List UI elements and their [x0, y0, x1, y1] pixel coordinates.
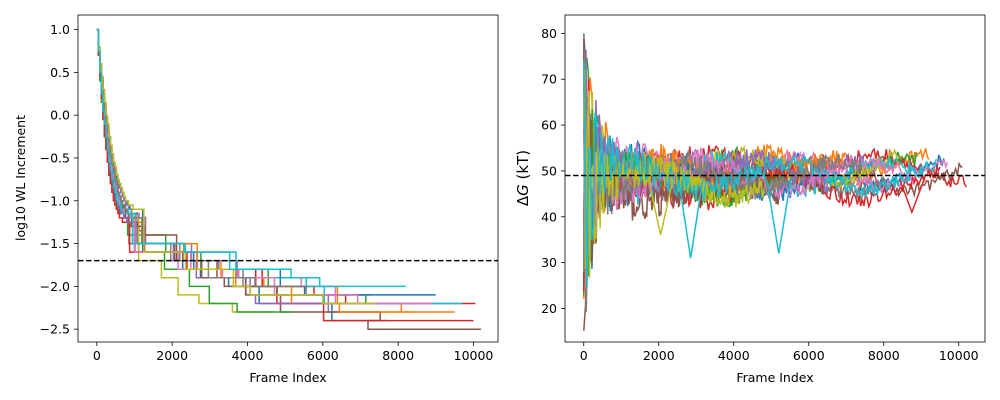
x-tick-label: 6000 [793, 348, 825, 363]
left-y-axis-label: log10 WL Increment [13, 115, 28, 241]
series-line [583, 61, 938, 287]
x-tick-label: 4000 [232, 348, 264, 363]
series-line [96, 28, 406, 288]
y-tick-label: 70 [541, 72, 557, 87]
right-chart-panel: 0 2000 4000 6000 8000 10000 80 70 60 50 40 30 20 Fr… [514, 14, 986, 385]
series-dip [677, 179, 704, 259]
axes-frame [564, 14, 986, 343]
axes-frame [77, 14, 499, 343]
y-tick-label: −0.5 [40, 150, 70, 165]
y-tick-label: 20 [541, 301, 557, 316]
x-tick-label: 6000 [307, 348, 339, 363]
series-dip [647, 179, 674, 236]
x-tick-label: 2000 [156, 348, 188, 363]
x-tick-label: 4000 [718, 348, 750, 363]
y-tick-label: −1.0 [40, 193, 70, 208]
y-tick-label: 50 [541, 163, 557, 178]
series-line [96, 28, 376, 305]
left-y-ticks: 1.0 0.5 0.0 −0.5 −1.0 −1.5 −2.0 −2.5 [40, 22, 78, 337]
series-dip [898, 179, 925, 215]
x-tick-label: 8000 [382, 348, 414, 363]
y-tick-label: −2.0 [40, 279, 70, 294]
right-y-ticks: 80 70 60 50 40 30 20 [541, 26, 565, 316]
left-chart-panel: 0 2000 4000 6000 8000 10000 1.0 0.5 0.0 −0.5 −1.0… [13, 14, 499, 385]
x-tick-label: 10000 [454, 348, 494, 363]
x-tick-label: 0 [580, 348, 588, 363]
right-plot-area [564, 14, 986, 343]
y-tick-label: 0.5 [50, 65, 70, 80]
left-plot-area [77, 14, 499, 343]
y-tick-label: 60 [541, 118, 557, 133]
x-tick-label: 2000 [643, 348, 675, 363]
series-dip [765, 179, 792, 254]
right-y-axis-label-prefix: Δ [514, 195, 532, 206]
y-tick-label: 1.0 [50, 22, 70, 37]
y-tick-label: 30 [541, 255, 557, 270]
x-tick-label: 0 [93, 348, 101, 363]
series-line [583, 50, 863, 312]
right-y-axis-label-suffix: (kT) [514, 150, 532, 184]
series-group [96, 28, 481, 330]
y-tick-label: −1.5 [40, 236, 70, 251]
series-line [96, 28, 474, 322]
y-tick-label: 0.0 [50, 108, 70, 123]
right-y-axis-label: ΔG (kT) [514, 150, 532, 206]
right-x-axis-label: Frame Index [736, 370, 813, 385]
left-x-ticks: 0 2000 4000 6000 8000 10000 [93, 342, 494, 363]
x-tick-label: 8000 [868, 348, 900, 363]
left-x-axis-label: Frame Index [249, 370, 326, 385]
y-tick-label: 40 [541, 209, 557, 224]
y-tick-label: −2.5 [40, 322, 70, 337]
right-y-axis-label-symbol: G [514, 184, 532, 196]
y-tick-label: 80 [541, 26, 557, 41]
x-tick-label: 10000 [939, 348, 979, 363]
right-x-ticks: 0 2000 4000 6000 8000 10000 [580, 342, 979, 363]
